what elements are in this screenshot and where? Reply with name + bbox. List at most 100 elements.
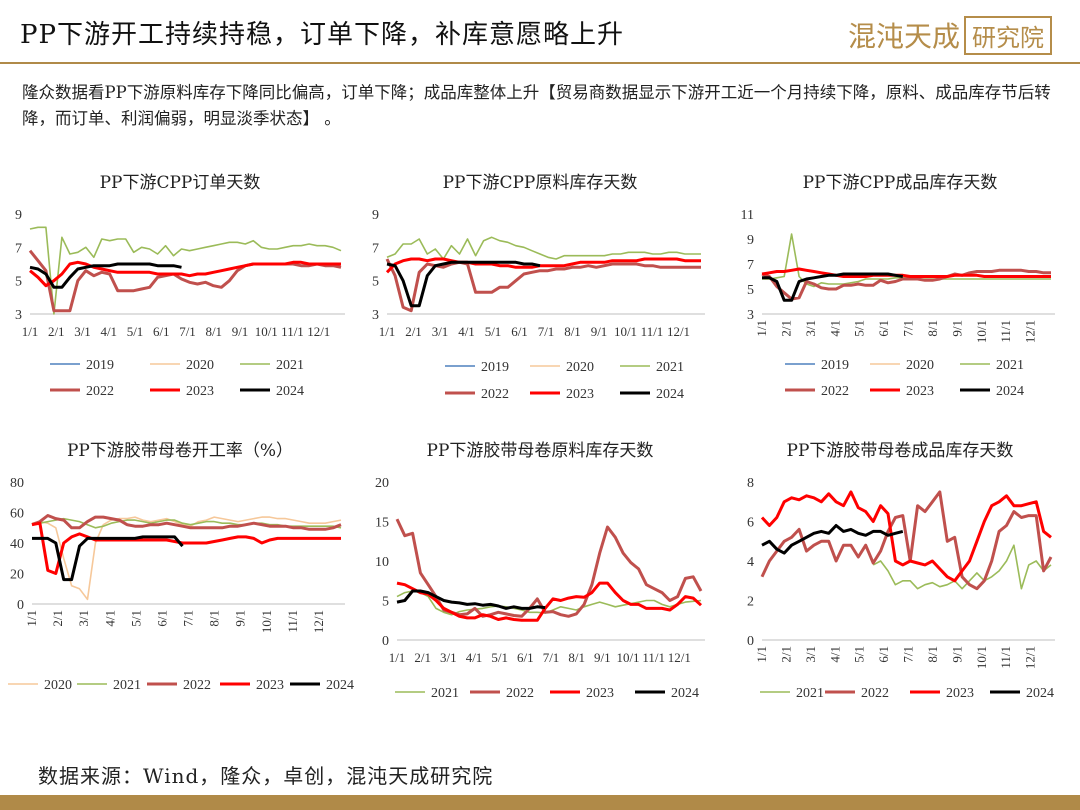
- x-tick-label: 2/1: [414, 650, 431, 665]
- intro-paragraph: 隆众数据看PP下游原料库存下降同比偏高，订单下降；成品库整体上升【贸易商数据显示…: [22, 83, 1051, 128]
- legend-label: 2023: [566, 387, 594, 402]
- chart-tape-operating-rate: PP下游胶带母卷开工率（%） 0 20 40 60 80 1/1 2/1 3/1 4/1 5/1 6…: [0, 436, 360, 706]
- x-tick-label: 7/1: [543, 650, 560, 665]
- x-tick-label: 4/1: [458, 324, 475, 339]
- x-tick-label: 4/1: [100, 324, 117, 339]
- logo-text: 混沌天成: [847, 20, 960, 53]
- y-tick-label: 80: [10, 476, 24, 491]
- x-tick-label: 7/1: [901, 320, 916, 337]
- legend-label: 2021: [996, 358, 1024, 373]
- x-tick-label: 11/1: [998, 646, 1013, 669]
- legend-label: 2024: [656, 387, 684, 402]
- x-tick-label: 10/1: [616, 650, 639, 665]
- x-tick-label: 10/1: [974, 320, 989, 343]
- series-line-2023: [31, 521, 341, 575]
- x-tick-label: 2/1: [50, 610, 65, 627]
- legend-label: 2023: [256, 678, 284, 693]
- y-tick-label: 20: [375, 476, 389, 491]
- chart-svg: 3 5 7 9 1/1 2/1 3/1 4/1 5/1 6/1 7/1 8/1 9/1 10/1 11/1 1…: [372, 208, 705, 402]
- x-tick-label: 5/1: [852, 320, 867, 337]
- series-line-2022: [31, 514, 342, 531]
- legend-label: 2024: [1026, 686, 1054, 701]
- x-tick-label: 6/1: [154, 610, 169, 627]
- x-tick-label: 5/1: [491, 650, 508, 665]
- y-tick-label: 6: [747, 516, 754, 531]
- x-tick-label: 6/1: [153, 324, 170, 339]
- x-tick-label: 8/1: [207, 610, 222, 627]
- y-tick-label: 5: [372, 275, 379, 290]
- x-tick-label: 4/1: [827, 320, 842, 337]
- x-tick-label: 7/1: [181, 610, 196, 627]
- y-tick-label: 9: [372, 208, 379, 223]
- y-tick-label: 3: [747, 308, 754, 323]
- x-tick-label: 3/1: [74, 324, 91, 339]
- legend-label: 2024: [996, 384, 1024, 399]
- y-tick-label: 7: [15, 241, 22, 256]
- series-line-2022: [28, 249, 342, 313]
- chart-title: PP下游CPP原料库存天数: [442, 173, 638, 193]
- legend-label: 2019: [821, 358, 849, 373]
- x-tick-label: 9/1: [232, 324, 249, 339]
- series-line-2024: [29, 262, 182, 289]
- legend-label: 2020: [566, 360, 594, 375]
- x-tick-label: 6/1: [511, 324, 528, 339]
- legend-label: 2024: [276, 384, 304, 399]
- series-line-2024: [396, 589, 546, 610]
- x-tick-label: 1/1: [754, 646, 769, 663]
- x-tick-label: 10/1: [259, 610, 274, 633]
- x-tick-label: 11/1: [642, 650, 665, 665]
- chart-title: PP下游CPP成品库存天数: [802, 173, 998, 193]
- x-tick-label: 3/1: [440, 650, 457, 665]
- x-tick-label: 8/1: [925, 646, 940, 663]
- x-tick-label: 6/1: [876, 646, 891, 663]
- legend-label: 2020: [44, 678, 72, 693]
- x-tick-label: 3/1: [76, 610, 91, 627]
- x-tick-label: 11/1: [998, 320, 1013, 343]
- legend-label: 2022: [481, 387, 509, 402]
- x-tick-label: 9/1: [233, 610, 248, 627]
- chart-tape-finished-stock: PP下游胶带母卷成品库存天数 0 2 4 6 8 1/1 2/1 3/1 4/1 5/1 6/1 7/…: [720, 436, 1080, 706]
- chart-svg: 0 20 40 60 80 1/1 2/1 3/1 4/1 5/1 6/1 7/1 8/1 9/1 10/1…: [8, 476, 354, 693]
- series-line-2023: [761, 267, 1051, 278]
- chart-title: PP下游CPP订单天数: [99, 173, 261, 193]
- series-line-2021: [29, 226, 342, 315]
- legend-label: 2021: [276, 358, 304, 373]
- y-tick-label: 7: [372, 241, 379, 256]
- legend-label: 2022: [821, 384, 849, 399]
- x-tick-label: 4/1: [466, 650, 483, 665]
- legend-label: 2022: [183, 678, 211, 693]
- series-line-2023: [396, 581, 703, 622]
- x-tick-label: 4/1: [102, 610, 117, 627]
- x-tick-label: 8/1: [925, 320, 940, 337]
- y-tick-label: 5: [15, 275, 22, 290]
- series-line-2024: [761, 524, 904, 555]
- x-tick-label: 4/1: [827, 646, 842, 663]
- series-line-2020: [31, 516, 342, 601]
- y-tick-label: 7: [747, 258, 754, 273]
- y-tick-label: 5: [382, 595, 389, 610]
- source-note: 数据来源：Wind，隆众，卓创，混沌天成研究院: [38, 764, 494, 788]
- x-tick-label: 10/1: [614, 324, 637, 339]
- x-tick-label: 2/1: [778, 646, 793, 663]
- x-tick-label: 10/1: [974, 646, 989, 669]
- chart-cpp-finished-stock: PP下游CPP成品库存天数 3 5 7 9 11 1/1 2/1 3/1 4/1 5/1 6/1 7/…: [720, 168, 1080, 418]
- legend-label: 2019: [86, 358, 114, 373]
- x-tick-label: 8/1: [205, 324, 222, 339]
- chart-tape-raw-stock: PP下游胶带母卷原料库存天数 0 5 10 15 20 1/1 2/1 3/1 4/1 5/1 6/…: [360, 436, 720, 706]
- y-tick-label: 2: [747, 595, 754, 610]
- chart-svg: 0 2 4 6 8 1/1 2/1 3/1 4/1 5/1 6/1 7/1 8/1 9/1 10/1 11/1…: [747, 476, 1055, 701]
- chart-title: PP下游胶带母卷原料库存天数: [426, 441, 654, 461]
- y-tick-label: 10: [375, 555, 389, 570]
- x-tick-label: 5/1: [127, 324, 144, 339]
- series-line-2021: [872, 544, 1052, 590]
- series-line-2022: [760, 490, 1053, 591]
- legend-label: 2020: [186, 358, 214, 373]
- x-tick-label: 7/1: [538, 324, 555, 339]
- y-tick-label: 20: [10, 568, 24, 583]
- x-tick-label: 11/1: [285, 610, 300, 633]
- y-tick-label: 3: [372, 308, 379, 323]
- x-tick-label: 12/1: [667, 324, 690, 339]
- legend-label: 2020: [906, 358, 934, 373]
- legend-label: 2024: [671, 686, 699, 701]
- y-tick-label: 0: [17, 598, 24, 613]
